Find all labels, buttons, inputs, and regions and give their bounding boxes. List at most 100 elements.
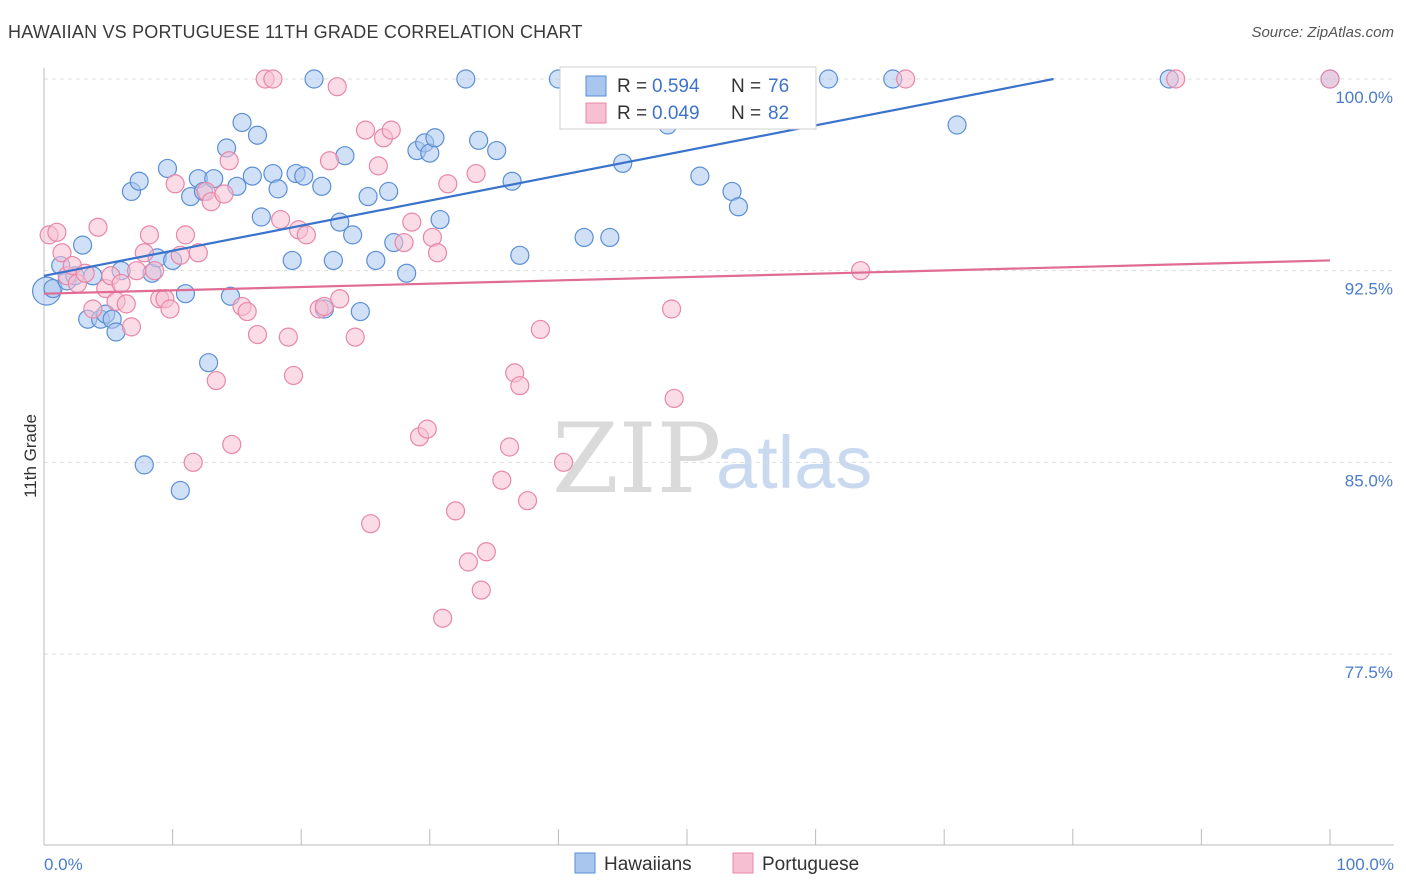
point-portuguese — [330, 289, 350, 309]
point-portuguese — [345, 327, 365, 347]
point-portuguese — [661, 299, 682, 319]
source-label: Source: ZipAtlas.com — [1251, 24, 1394, 41]
point-portuguese — [476, 542, 496, 562]
point-portuguese — [471, 580, 491, 600]
point-portuguese — [402, 212, 422, 232]
point-portuguese — [52, 243, 72, 263]
bottom-legend-swatch-portuguese — [732, 852, 754, 874]
point-portuguese — [214, 184, 234, 204]
x-tick-label-min: 0.0% — [44, 855, 83, 874]
point-portuguese — [88, 217, 108, 237]
point-hawaiians — [242, 166, 262, 186]
point-portuguese — [438, 174, 458, 194]
legend-bottom: Hawaiians Portuguese — [574, 852, 859, 875]
legend-n-label-portuguese: N = — [731, 103, 761, 124]
point-portuguese — [530, 319, 550, 340]
point-portuguese — [445, 501, 466, 521]
axes — [43, 68, 1394, 846]
point-portuguese — [219, 151, 239, 171]
point-hawaiians — [199, 353, 219, 373]
point-portuguese — [121, 317, 142, 337]
point-portuguese — [1320, 69, 1340, 89]
point-hawaiians — [282, 250, 302, 271]
point-hawaiians — [72, 235, 93, 255]
point-hawaiians — [134, 455, 154, 475]
point-portuguese — [126, 261, 147, 281]
point-portuguese — [492, 470, 512, 490]
point-portuguese — [83, 299, 103, 319]
point-portuguese — [433, 608, 453, 628]
point-hawaiians — [268, 179, 288, 199]
point-portuguese — [237, 301, 257, 322]
point-portuguese — [553, 452, 574, 472]
point-hawaiians — [247, 125, 268, 145]
point-hawaiians — [379, 181, 399, 202]
legend-top: R = 0.594 N = 76 R = 0.049 N = 82 — [559, 66, 817, 130]
point-portuguese — [1166, 69, 1186, 89]
point-portuguese — [165, 174, 185, 194]
point-hawaiians — [343, 225, 363, 245]
point-portuguese — [427, 243, 448, 263]
point-portuguese — [851, 261, 871, 281]
point-hawaiians — [251, 207, 271, 227]
point-portuguese — [278, 327, 298, 347]
point-portuguese — [296, 225, 316, 245]
point-hawaiians — [487, 140, 507, 161]
bottom-legend-portuguese: Portuguese — [762, 854, 859, 875]
point-portuguese — [263, 69, 283, 89]
point-portuguese — [466, 163, 486, 184]
point-hawaiians — [425, 128, 445, 148]
point-hawaiians — [366, 250, 386, 271]
chart-title: HAWAIIAN VS PORTUGUESE 11TH GRADE CORREL… — [8, 22, 583, 42]
point-hawaiians — [947, 115, 967, 135]
bottom-legend-swatch-hawaiians — [574, 852, 596, 874]
series-portuguese — [39, 69, 1340, 628]
point-hawaiians — [312, 176, 332, 196]
point-portuguese — [319, 151, 340, 171]
point-hawaiians — [397, 263, 417, 283]
x-ticks — [43, 829, 1331, 845]
point-portuguese — [368, 156, 388, 176]
point-portuguese — [458, 552, 478, 572]
point-portuguese — [381, 120, 401, 140]
legend-r-label-hawaiians: R = — [617, 76, 647, 97]
point-portuguese — [283, 365, 304, 386]
point-portuguese — [139, 225, 160, 245]
point-portuguese — [206, 370, 226, 391]
point-hawaiians — [600, 227, 620, 248]
point-portuguese — [47, 222, 67, 242]
point-hawaiians — [358, 186, 378, 207]
y-tick-label: 77.5% — [1345, 663, 1393, 682]
point-hawaiians — [469, 130, 489, 150]
legend-r-label-portuguese: R = — [617, 103, 647, 124]
point-portuguese — [271, 209, 291, 230]
point-portuguese — [144, 261, 165, 281]
point-hawaiians — [294, 166, 314, 186]
legend-r-value-hawaiians: 0.594 — [652, 76, 700, 97]
y-tick-labels: 77.5% 85.0% 92.5% 100.0% — [1335, 88, 1393, 682]
point-hawaiians — [728, 197, 749, 217]
point-portuguese — [183, 452, 203, 472]
point-portuguese — [116, 294, 136, 314]
legend-swatch-portuguese — [585, 102, 607, 124]
legend-r-value-portuguese: 0.049 — [652, 103, 700, 124]
point-hawaiians — [456, 69, 476, 89]
point-portuguese — [664, 388, 684, 409]
point-hawaiians — [350, 301, 370, 322]
point-hawaiians — [818, 69, 839, 89]
legend-n-value-hawaiians: 76 — [768, 76, 789, 97]
point-hawaiians — [157, 158, 178, 179]
legend-swatch-hawaiians — [585, 75, 607, 97]
point-hawaiians — [304, 69, 324, 89]
trend-line-hawaiians — [43, 77, 1054, 277]
point-hawaiians — [510, 245, 530, 265]
x-tick-label-max: 100.0% — [1336, 855, 1394, 874]
point-portuguese — [417, 419, 437, 439]
legend-n-value-portuguese: 82 — [768, 103, 789, 124]
point-hawaiians — [430, 209, 450, 230]
point-hawaiians — [175, 284, 196, 304]
point-hawaiians — [232, 112, 252, 133]
y-tick-label: 85.0% — [1345, 471, 1393, 490]
point-portuguese — [510, 376, 530, 396]
trend-line-portuguese — [43, 259, 1331, 295]
